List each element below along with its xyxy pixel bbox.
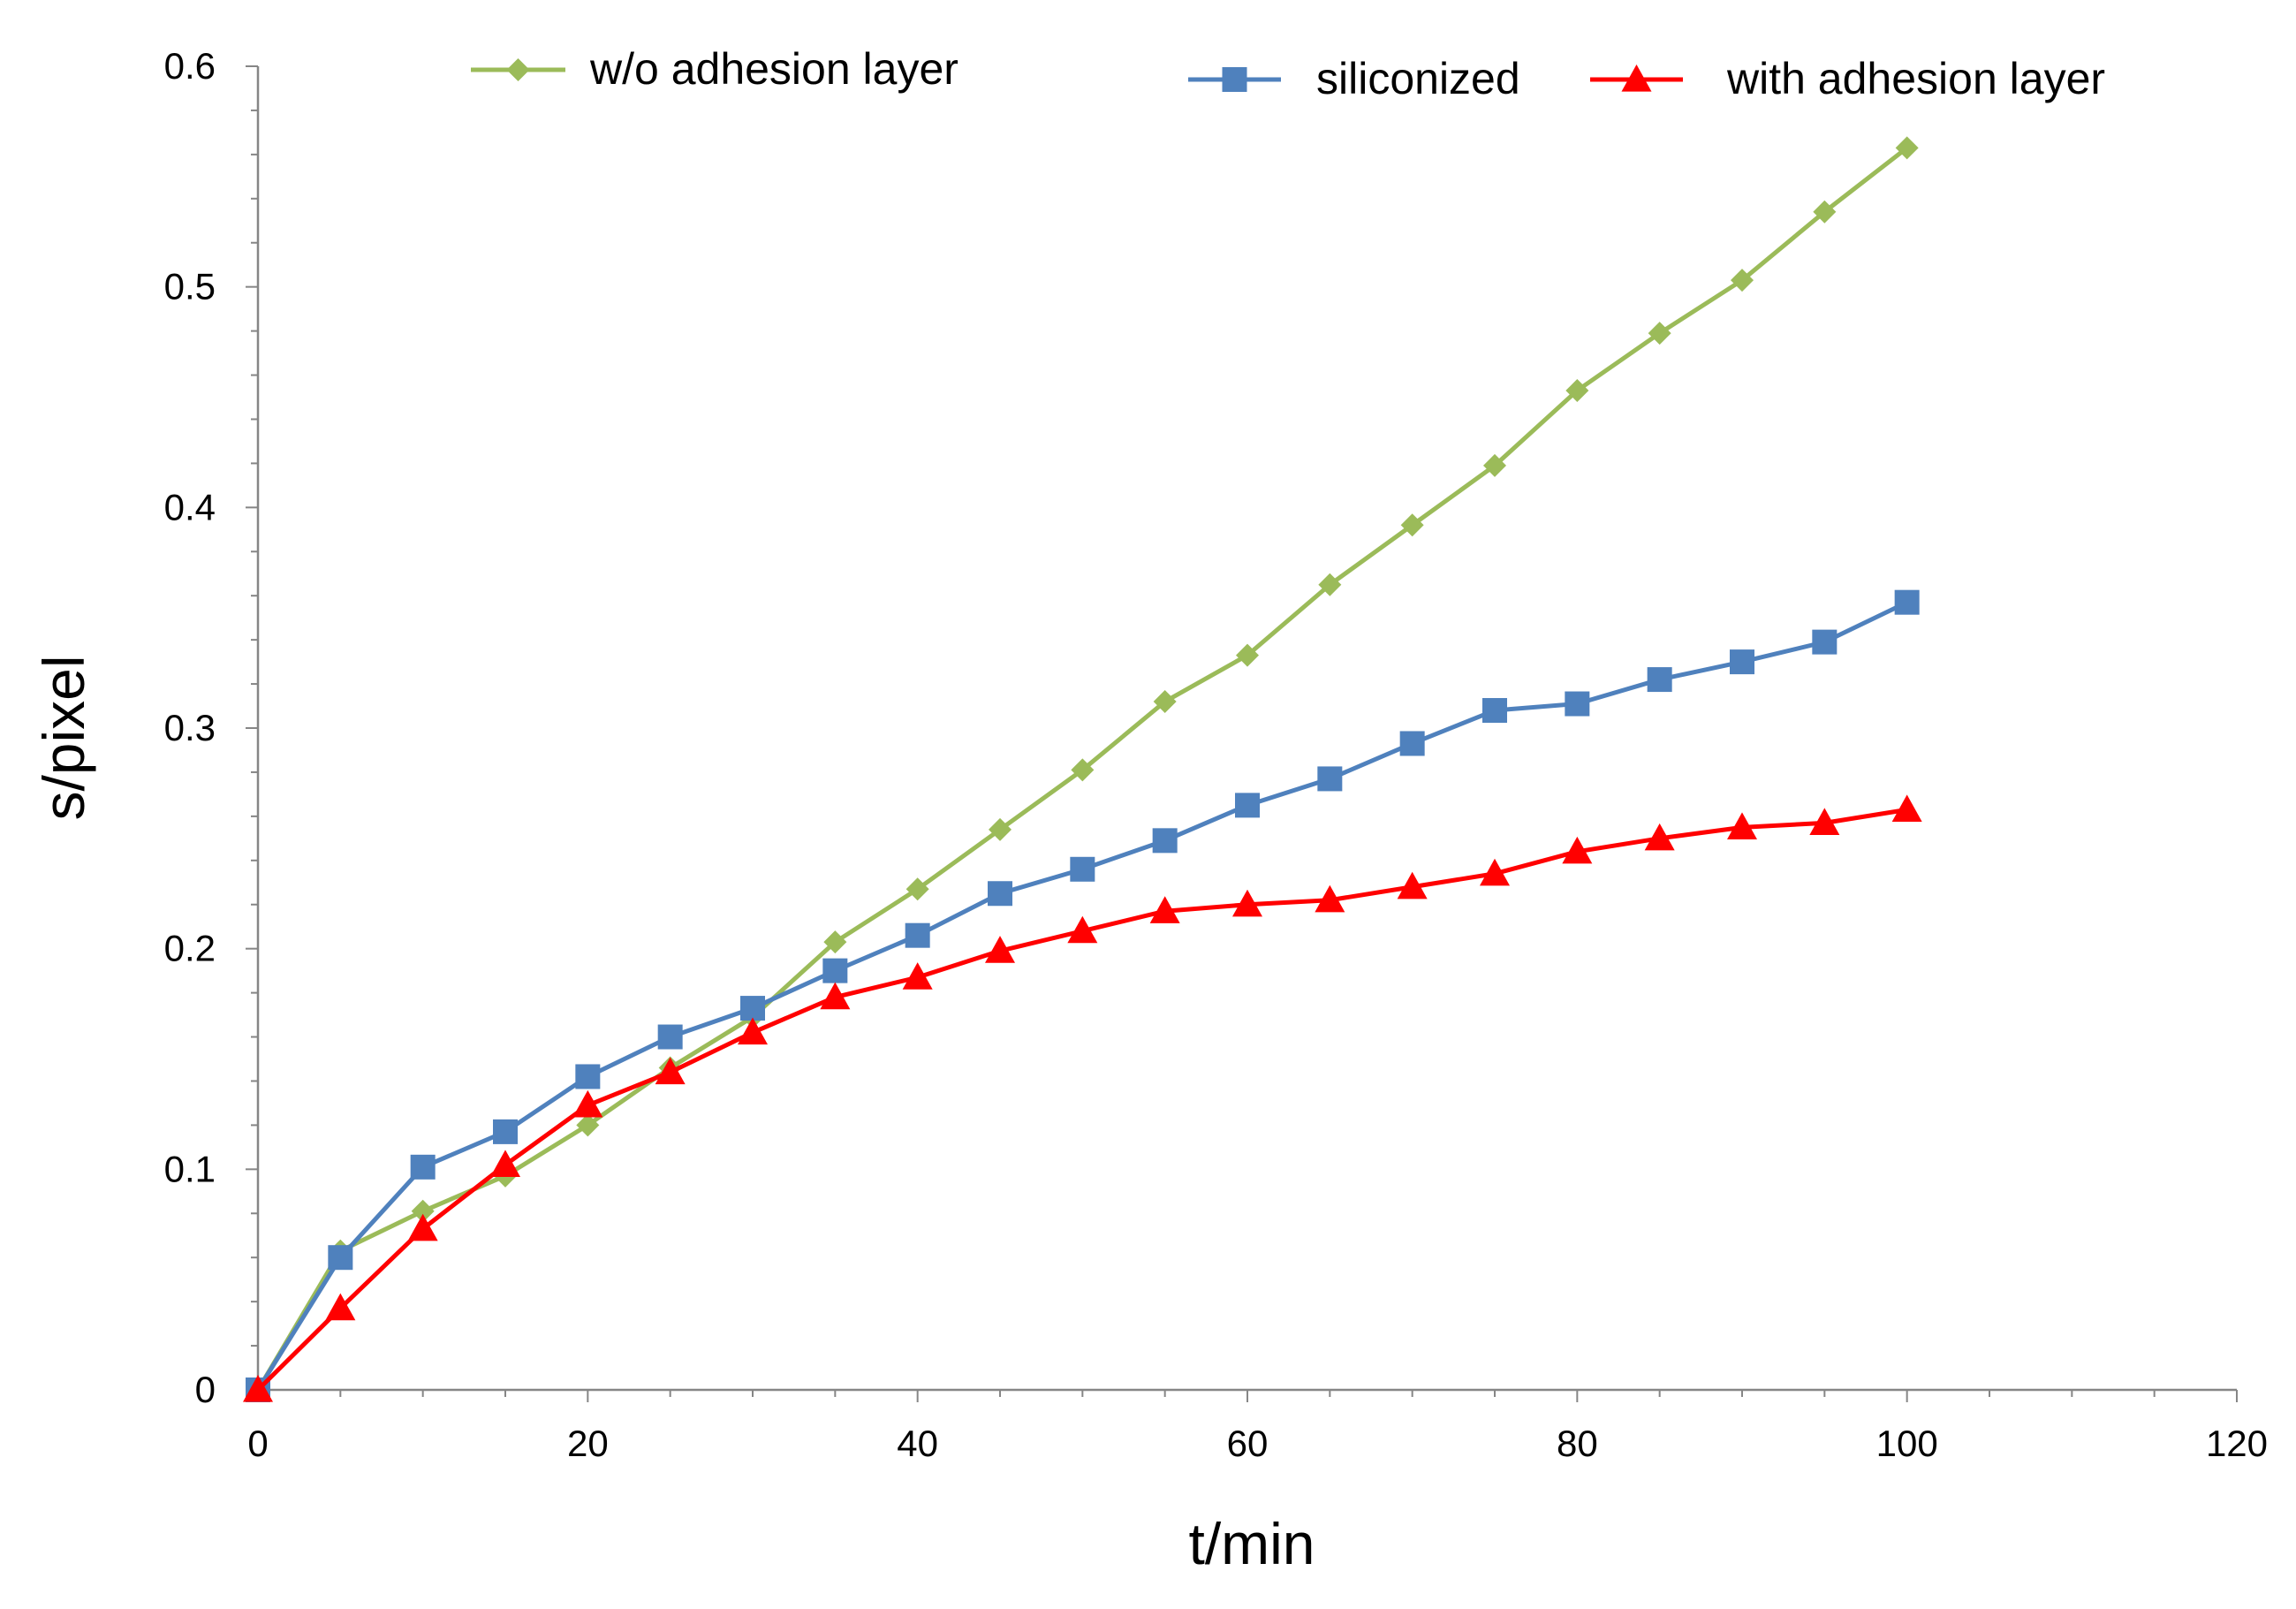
- y-tick-label: 0.5: [164, 266, 216, 307]
- axes: [246, 65, 2238, 1402]
- y-axis-title: s/pixel: [31, 655, 96, 820]
- legend-marker: [1621, 65, 1652, 92]
- data-point-with-adhesion-layer: [1644, 823, 1675, 851]
- x-tick-label: 40: [897, 1423, 938, 1464]
- data-point-with-adhesion-layer: [820, 982, 851, 1010]
- data-point-with-adhesion-layer: [1397, 871, 1428, 899]
- series-line-siliconized: [255, 600, 1908, 1392]
- data-point-with-adhesion-layer: [572, 1089, 603, 1118]
- data-point-with-adhesion-layer: [1232, 889, 1262, 917]
- data-point-siliconized: [1482, 698, 1507, 724]
- data-point-with-adhesion-layer: [1480, 858, 1510, 886]
- data-point-w-o-adhesion-layer: [1318, 573, 1342, 596]
- data-point-siliconized: [575, 1064, 601, 1089]
- data-point-w-o-adhesion-layer: [823, 930, 847, 954]
- data-point-w-o-adhesion-layer: [1895, 136, 1919, 160]
- data-point-siliconized: [410, 1154, 436, 1180]
- data-point-siliconized: [1565, 691, 1590, 717]
- legend-item-siliconized: siliconized: [1188, 54, 1520, 103]
- y-tick-label: 0.1: [164, 1148, 216, 1189]
- data-point-with-adhesion-layer: [738, 1017, 768, 1045]
- data-point-with-adhesion-layer: [1562, 836, 1593, 864]
- data-point-w-o-adhesion-layer: [906, 877, 929, 901]
- legend-marker: [1222, 67, 1247, 92]
- data-point-with-adhesion-layer: [1067, 915, 1098, 944]
- data-point-with-adhesion-layer: [1315, 884, 1345, 913]
- data-point-w-o-adhesion-layer: [989, 817, 1012, 841]
- data-point-with-adhesion-layer: [490, 1150, 520, 1177]
- legend-item-w-o-adhesion-layer: w/o adhesion layer: [471, 44, 959, 94]
- data-point-with-adhesion-layer: [902, 962, 933, 990]
- data-point-w-o-adhesion-layer: [411, 1199, 435, 1223]
- data-point-w-o-adhesion-layer: [1236, 643, 1259, 667]
- data-point-w-o-adhesion-layer: [1071, 758, 1095, 782]
- data-point-with-adhesion-layer: [985, 936, 1015, 963]
- x-tick-label: 0: [247, 1423, 268, 1464]
- data-point-with-adhesion-layer: [243, 1375, 273, 1402]
- legend-item-with-adhesion-layer: with adhesion layer: [1590, 54, 2105, 103]
- x-axis-title: t/min: [1188, 1511, 1315, 1576]
- y-tick-label: 0.4: [164, 486, 216, 527]
- data-point-siliconized: [1647, 667, 1672, 693]
- data-point-siliconized: [1812, 629, 1838, 655]
- series-siliconized: [246, 589, 1920, 1402]
- data-point-w-o-adhesion-layer: [576, 1113, 600, 1137]
- y-tick-label: 0.3: [164, 707, 216, 748]
- series-layer: [243, 136, 1922, 1402]
- x-tick-label: 80: [1557, 1423, 1598, 1464]
- legend-label: w/o adhesion layer: [589, 44, 959, 94]
- x-tick-label: 120: [2206, 1423, 2268, 1464]
- data-point-siliconized: [1152, 828, 1178, 854]
- data-point-siliconized: [1894, 589, 1920, 615]
- legend-label: with adhesion layer: [1726, 54, 2105, 103]
- data-point-w-o-adhesion-layer: [1813, 200, 1837, 224]
- data-point-with-adhesion-layer: [655, 1057, 686, 1085]
- tick-labels: 0 0.1 0.2 0.3 0.4 0.5 0.6 0 20 40 60 80 100 120: [164, 45, 2268, 1464]
- data-point-siliconized: [1235, 793, 1260, 818]
- x-tick-label: 60: [1227, 1423, 1269, 1464]
- data-point-siliconized: [988, 881, 1012, 907]
- data-point-siliconized: [1317, 766, 1343, 792]
- series-line-with-adhesion-layer: [256, 807, 1908, 1392]
- data-point-with-adhesion-layer: [1149, 896, 1180, 923]
- data-point-siliconized: [328, 1245, 353, 1271]
- data-point-with-adhesion-layer: [325, 1293, 356, 1321]
- series-with-adhesion-layer: [243, 794, 1922, 1402]
- data-point-siliconized: [1730, 649, 1754, 675]
- data-point-w-o-adhesion-layer: [1731, 269, 1754, 292]
- data-point-siliconized: [740, 996, 765, 1021]
- data-point-w-o-adhesion-layer: [1483, 453, 1506, 477]
- y-tick-label: 0.6: [164, 45, 216, 87]
- legend-marker: [506, 58, 530, 81]
- x-tick-label: 20: [567, 1423, 609, 1464]
- data-point-with-adhesion-layer: [407, 1213, 438, 1241]
- data-point-w-o-adhesion-layer: [1153, 690, 1177, 714]
- data-point-with-adhesion-layer: [1809, 808, 1840, 835]
- y-tick-label: 0: [195, 1369, 216, 1410]
- data-point-w-o-adhesion-layer: [1565, 379, 1589, 403]
- legend: w/o adhesion layer siliconized with adhesi…: [471, 44, 2105, 103]
- data-point-siliconized: [657, 1024, 683, 1050]
- legend-label: siliconized: [1316, 54, 1520, 103]
- series-w-o-adhesion-layer: [246, 136, 1919, 1401]
- data-point-siliconized: [1399, 731, 1425, 756]
- data-point-siliconized: [905, 922, 930, 948]
- data-point-with-adhesion-layer: [1891, 794, 1922, 822]
- data-point-siliconized: [493, 1119, 518, 1144]
- data-point-with-adhesion-layer: [1727, 812, 1757, 839]
- data-point-siliconized: [822, 958, 848, 983]
- x-tick-label: 100: [1876, 1423, 1938, 1464]
- y-tick-label: 0.2: [164, 928, 216, 969]
- data-point-siliconized: [1070, 856, 1095, 882]
- data-point-w-o-adhesion-layer: [1400, 513, 1424, 537]
- data-point-w-o-adhesion-layer: [1648, 322, 1671, 345]
